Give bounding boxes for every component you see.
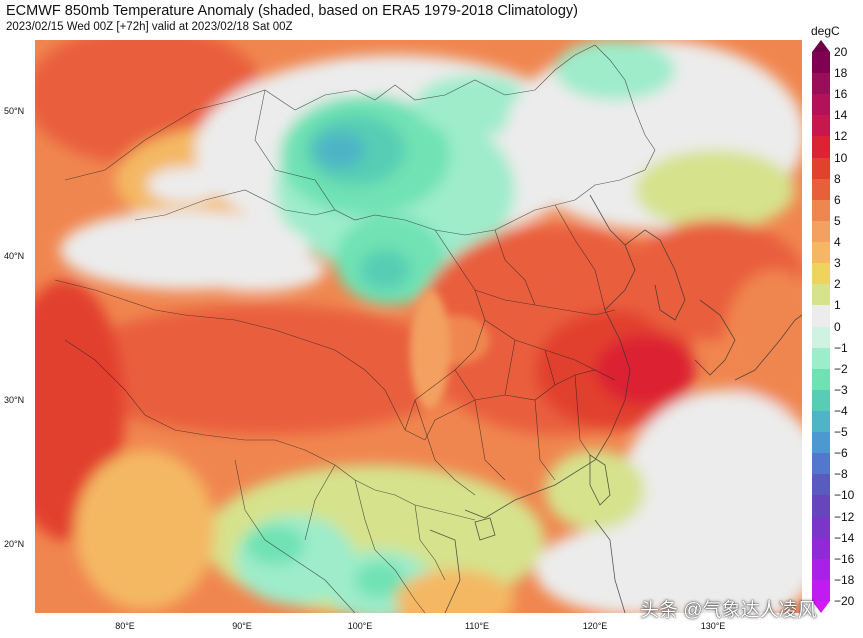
- colorbar-segment: [812, 284, 830, 306]
- colorbar-segment: [812, 516, 830, 539]
- colorbar-tick-label: −16: [834, 551, 855, 566]
- colorbar-tick-label: 6: [834, 192, 841, 207]
- colorbar-segment: [812, 453, 830, 475]
- colorbar-segment: [812, 368, 830, 391]
- colorbar-tick-label: 12: [834, 129, 848, 144]
- chart-subtitle: 2023/02/15 Wed 00Z [+72h] valid at 2023/…: [6, 21, 293, 33]
- colorbar-tick-label: 18: [834, 66, 848, 81]
- warm-tibet: [65, 305, 465, 435]
- colorbar-segment: [812, 263, 830, 285]
- colorbar-tick-label: 10: [834, 150, 848, 165]
- colorbar-tick-label: −3: [834, 382, 848, 397]
- colorbar-segment: [812, 115, 830, 137]
- colorbar-segment: [812, 410, 830, 433]
- watermark: 头条 @气象达人凌风: [640, 600, 817, 621]
- colorbar-tick-label: −2: [834, 361, 848, 376]
- colorbar-segment: [812, 474, 830, 496]
- shading-layer: [35, 40, 802, 613]
- lat-label-30: 30°N: [4, 395, 25, 405]
- coastlines: [429, 194, 802, 613]
- colorbar-segment: [812, 199, 830, 222]
- colorbar-segment: [812, 389, 830, 412]
- borders: [54, 44, 656, 613]
- colorbar-top-arrow: [812, 40, 830, 52]
- colorbar-unit: degC: [811, 24, 840, 38]
- colorbar-segment: [812, 495, 830, 518]
- colorbar-tick-label: −5: [834, 425, 848, 440]
- colorbar-tick-label: −6: [834, 446, 848, 461]
- colorbar-segment: [812, 52, 830, 74]
- colorbar-tick-label: 2: [834, 277, 841, 292]
- lon-label-90: 90°E: [232, 621, 252, 631]
- lat-label-50: 50°N: [4, 106, 25, 116]
- colorbar-bottom-arrow: [812, 601, 830, 613]
- lon-label-80: 80°E: [115, 621, 135, 631]
- colorbar-tick-label: −1: [834, 340, 848, 355]
- colorbar-tick-label: 5: [834, 213, 841, 228]
- colorbar-segment: [812, 537, 830, 560]
- colorbar-tick-label: 3: [834, 256, 841, 271]
- colorbar-tick-label: 20: [834, 45, 848, 59]
- anomaly-map[interactable]: [35, 40, 802, 613]
- colorbar: [812, 52, 830, 602]
- lat-label-40: 40°N: [4, 251, 25, 261]
- colorbar-tick-label: 0: [834, 319, 841, 334]
- colorbar-segment: [812, 178, 830, 201]
- colorbar-tick-label: 16: [834, 87, 848, 102]
- lon-label-120: 120°E: [582, 621, 608, 631]
- colorbar-segment: [812, 157, 830, 180]
- colorbar-tick-label: −20: [834, 594, 855, 608]
- colorbar-tick-label: −12: [834, 509, 855, 524]
- colorbar-tick-label: −10: [834, 488, 855, 503]
- colorbar-tick-label: 1: [834, 298, 841, 313]
- colorbar-segment: [812, 242, 830, 264]
- colorbar-segment: [812, 94, 830, 116]
- colorbar-segment: [812, 136, 830, 159]
- colorbar-segment: [812, 579, 830, 602]
- colorbar-tick-label: −18: [834, 572, 855, 587]
- colorbar-tick-label: −14: [834, 530, 855, 545]
- colorbar-tick-label: 14: [834, 108, 848, 123]
- colorbar-segment: [812, 73, 830, 95]
- chart-title: ECMWF 850mb Temperature Anomaly (shaded,…: [6, 3, 578, 19]
- colorbar-segment: [812, 558, 830, 581]
- colorbar-segment: [812, 347, 830, 370]
- colorbar-segment: [812, 326, 830, 349]
- lat-label-20: 20°N: [4, 539, 25, 549]
- colorbar-tick-label: 8: [834, 171, 841, 186]
- lon-label-100: 100°E: [347, 621, 373, 631]
- colorbar-tick-label: −8: [834, 467, 848, 482]
- colorbar-segment: [812, 432, 830, 454]
- colorbar-segment: [812, 305, 830, 327]
- colorbar-tick-label: −4: [834, 403, 848, 418]
- map-canvas: [35, 40, 802, 613]
- colorbar-segment: [812, 220, 830, 243]
- lon-label-110: 110°E: [465, 621, 489, 631]
- colorbar-tick-label: 4: [834, 235, 841, 250]
- lon-label-130: 130°E: [700, 621, 726, 631]
